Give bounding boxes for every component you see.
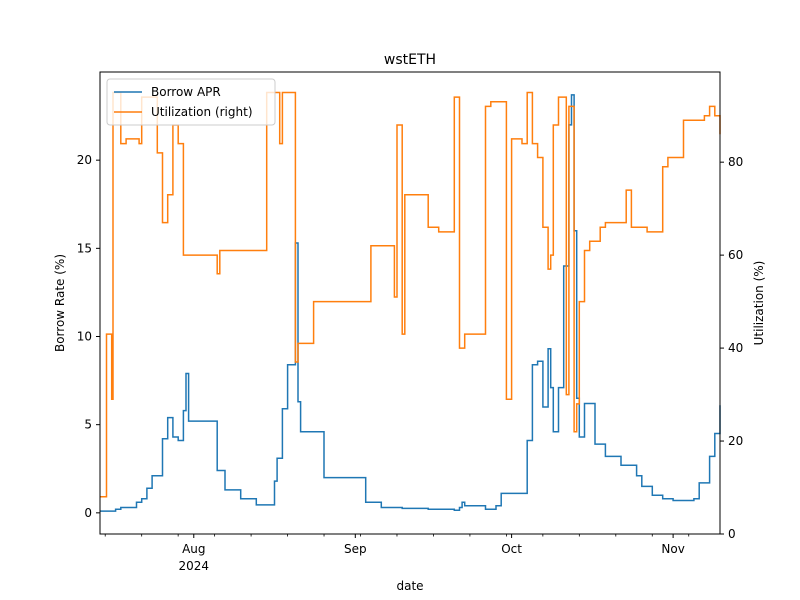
legend-box	[106, 78, 276, 126]
plot-frame	[99, 71, 721, 535]
right-y-axis-label: Utilization (%)	[752, 261, 766, 346]
left-axis: 0 5 10 15 20	[77, 153, 100, 520]
right-axis: 0 20 40 60 80	[720, 155, 743, 541]
left-y-axis-label: Borrow Rate (%)	[53, 254, 67, 352]
x-axis-label: date	[396, 579, 423, 593]
right-y-tick-label: 40	[728, 341, 743, 355]
right-y-tick-label: 80	[728, 155, 743, 169]
left-y-tick-label: 20	[77, 153, 92, 167]
legend-label: Borrow APR	[151, 85, 221, 99]
x-axis: Aug 2024 Sep Oct Nov	[104, 534, 690, 573]
series-line-borrow-apr	[100, 94, 721, 512]
x-tick-label: Aug	[182, 542, 205, 556]
left-y-tick-label: 0	[84, 506, 92, 520]
series-line-utilization	[100, 91, 721, 498]
chart-title: wstETH	[384, 52, 436, 68]
right-y-tick-label: 60	[728, 248, 743, 262]
legend: Borrow APR Utilization (right)	[106, 78, 276, 126]
left-y-tick-label: 5	[84, 418, 92, 432]
legend-label: Utilization (right)	[151, 105, 253, 119]
left-y-tick-label: 15	[77, 241, 92, 255]
x-tick-sublabel: 2024	[179, 559, 210, 573]
plot-area	[99, 71, 721, 535]
x-tick-label: Nov	[661, 542, 684, 556]
x-tick-label: Sep	[344, 542, 367, 556]
left-y-tick-label: 10	[77, 330, 92, 344]
right-y-tick-label: 20	[728, 434, 743, 448]
right-y-tick-label: 0	[728, 527, 736, 541]
x-tick-label: Oct	[501, 542, 522, 556]
